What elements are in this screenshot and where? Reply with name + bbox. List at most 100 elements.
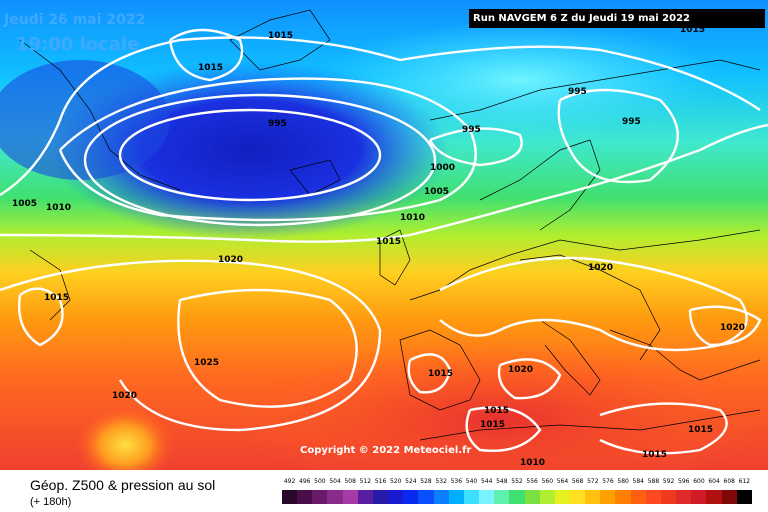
isobar-label: 1020 <box>720 323 745 333</box>
isobar-label: 1020 <box>588 263 613 273</box>
color-scale-swatch <box>463 490 480 504</box>
italy-coast <box>539 319 601 396</box>
isobar-1015-iberia <box>407 353 452 394</box>
color-scale-swatch <box>388 490 404 504</box>
color-scale-swatch <box>676 490 692 504</box>
color-scale-swatch <box>297 490 313 504</box>
scandinavia-coast <box>479 139 601 231</box>
color-scale-swatch <box>554 490 570 504</box>
color-scale-value: 608 <box>723 478 735 485</box>
color-scale-swatch <box>282 490 298 504</box>
color-scale-swatch <box>494 490 510 504</box>
color-scale-swatch <box>539 490 555 504</box>
color-scale-swatch <box>630 490 646 504</box>
color-scale-value: 568 <box>571 478 584 485</box>
isobar-label: 1015 <box>480 420 505 430</box>
isobar-995 <box>118 108 382 202</box>
balkans-coast <box>609 329 761 381</box>
color-scale-value: 492 <box>283 478 296 485</box>
color-scale-value: 536 <box>450 478 463 485</box>
color-scale-value: 576 <box>602 478 614 485</box>
color-scale-value: 564 <box>556 478 569 485</box>
isobar-1025 <box>177 288 358 408</box>
isobar-label: 1015 <box>198 63 223 73</box>
isobar-label: 1010 <box>46 203 71 213</box>
color-scale-value: 528 <box>420 478 432 485</box>
color-scale-swatch <box>342 490 358 504</box>
isobars <box>0 28 768 455</box>
color-scale-value: 496 <box>299 478 311 485</box>
color-scale-swatch <box>615 490 631 504</box>
isobar-1010 <box>0 36 761 197</box>
color-scale-swatch <box>433 490 449 504</box>
map-variable-title: Géop. Z500 & pression au sol <box>30 477 216 493</box>
iceland-coast <box>289 159 341 196</box>
color-scale-swatch <box>372 490 389 504</box>
isobar-1015-west <box>18 287 64 347</box>
color-scale-swatch <box>509 490 525 504</box>
isobar-label: 1015 <box>268 31 293 41</box>
color-scale-swatch <box>721 490 737 504</box>
color-scale-value: 548 <box>496 478 508 485</box>
z500-blue-west <box>0 60 170 180</box>
color-scale-swatch <box>403 490 419 504</box>
isobar-label: 1015 <box>428 369 453 379</box>
color-scale-value: 592 <box>662 478 675 485</box>
isobar-label: 1015 <box>376 237 401 247</box>
color-scale-value: 584 <box>632 478 644 485</box>
color-scale-value: 572 <box>587 478 599 485</box>
isobar-label: 1020 <box>508 365 533 375</box>
scandinavia-north-coast <box>429 59 761 121</box>
color-scale-swatch <box>418 490 434 504</box>
color-scale-value: 560 <box>541 478 554 485</box>
central-europe-borders <box>519 254 661 361</box>
isobar-label: 1020 <box>112 391 137 401</box>
forecast-lead-time: (+ 180h) <box>30 496 72 508</box>
color-scale-swatch <box>327 490 343 504</box>
isobar-label: 995 <box>568 87 587 97</box>
warm-cell-southwest <box>75 405 175 470</box>
isobar-1020-black-sea <box>688 305 762 347</box>
isobar-label: 1010 <box>520 458 545 468</box>
color-scale-value: 580 <box>617 478 629 485</box>
color-scale-swatch <box>569 490 586 504</box>
color-scale-value: 504 <box>329 478 341 485</box>
isobar-1015-east-med <box>599 402 728 455</box>
color-scale-value: 588 <box>647 478 660 485</box>
isobar-label: 995 <box>462 125 481 135</box>
svalbard-region <box>229 9 331 71</box>
color-scale-swatch <box>706 490 722 504</box>
isobar-label: 1025 <box>194 358 219 368</box>
isobar-label: 1005 <box>12 199 37 209</box>
isobar-1015-africa <box>465 406 542 452</box>
color-scale-value: 500 <box>314 478 326 485</box>
color-scale-value: 600 <box>693 478 705 485</box>
color-scale-bar <box>282 490 752 504</box>
greenland-coast <box>19 39 181 191</box>
forecast-date: Jeudi 26 mai 2022 <box>4 12 146 28</box>
isobar-label: 1010 <box>400 213 425 223</box>
copyright-notice: Copyright © 2022 Meteociel.fr <box>300 445 472 456</box>
labrador-coast <box>29 249 71 321</box>
color-scale-swatch <box>479 490 495 504</box>
isobar-label: 995 <box>622 117 641 127</box>
color-scale-value: 532 <box>435 478 447 485</box>
isobar-1015-north <box>168 28 244 82</box>
forecast-local-time: 19:00 locale <box>16 34 140 55</box>
color-scale-swatch <box>357 490 373 504</box>
color-scale-swatch <box>645 490 661 504</box>
isobar-1015 <box>0 123 768 243</box>
color-scale-value: 508 <box>344 478 356 485</box>
color-scale-value: 596 <box>678 478 690 485</box>
color-scale-swatch <box>691 490 707 504</box>
isobar-1020 <box>0 259 382 432</box>
color-scale-value: 544 <box>480 478 493 485</box>
isobar-1005 <box>58 77 477 222</box>
color-scale-value: 520 <box>389 478 402 485</box>
british-isles-coast <box>379 229 411 286</box>
isobar-1020-med <box>497 358 562 400</box>
color-scale-swatch <box>600 490 616 504</box>
color-scale-swatch <box>660 490 677 504</box>
isobar-label: 1015 <box>484 406 509 416</box>
